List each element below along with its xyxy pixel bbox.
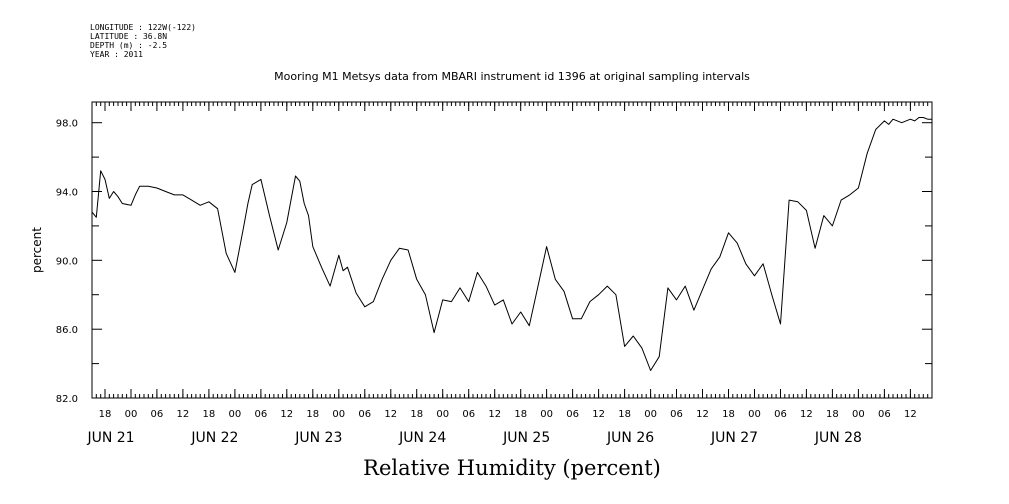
x-hour-label: 12 — [800, 409, 813, 420]
x-date-label: JUN 28 — [814, 430, 862, 446]
y-tick-label: 86.0 — [56, 325, 78, 336]
x-hour-label: 18 — [99, 409, 112, 420]
x-hour-label: 00 — [644, 409, 657, 420]
x-hour-label: 12 — [488, 409, 501, 420]
y-tick-label: 90.0 — [56, 256, 78, 267]
y-tick-label: 82.0 — [56, 394, 78, 405]
x-date-label: JUN 21 — [86, 430, 134, 446]
meta-line: DEPTH (m) : -2.5 — [90, 41, 167, 50]
x-hour-label: 06 — [774, 409, 787, 420]
x-date-label: JUN 22 — [190, 430, 238, 446]
chart-title: Mooring M1 Metsys data from MBARI instru… — [274, 70, 750, 83]
x-date-label: JUN 26 — [606, 430, 654, 446]
x-hour-label: 06 — [878, 409, 891, 420]
x-hour-label: 06 — [566, 409, 579, 420]
x-hour-label: 00 — [229, 409, 242, 420]
x-hour-label: 12 — [280, 409, 293, 420]
x-axis-label: Relative Humidity (percent) — [363, 456, 661, 480]
x-hour-label: 06 — [255, 409, 268, 420]
x-date-label: JUN 24 — [398, 430, 446, 446]
plot-frame — [91, 101, 933, 399]
x-date-label: JUN 25 — [502, 430, 550, 446]
x-date-label: JUN 27 — [710, 430, 758, 446]
y-axis: 82.0 86.0 90.0 94.0 98.0 — [56, 119, 932, 405]
meta-block: LONGITUDE : 122W(-122) LATITUDE : 36.8N … — [90, 23, 196, 59]
x-hour-label: 00 — [540, 409, 553, 420]
minor-ticks — [95, 102, 929, 398]
x-hour-label: 06 — [462, 409, 475, 420]
x-hour-label: 18 — [618, 409, 631, 420]
x-axis: 18 00 06 12 18 00 06 12 18 00 06 12 18 00 06 12 18 00 06 12… — [86, 102, 917, 446]
meta-line: LONGITUDE : 122W(-122) — [90, 23, 196, 32]
meta-line: LATITUDE : 36.8N — [90, 32, 167, 41]
x-hour-label: 00 — [852, 409, 865, 420]
x-hour-label: 06 — [670, 409, 683, 420]
x-hour-label: 00 — [748, 409, 761, 420]
x-hour-label: 00 — [436, 409, 449, 420]
series-line — [91, 117, 932, 371]
x-hour-label: 18 — [514, 409, 527, 420]
series-layer — [91, 117, 932, 371]
x-hour-label: 12 — [177, 409, 190, 420]
x-hour-label: 12 — [592, 409, 605, 420]
x-hour-label: 12 — [904, 409, 917, 420]
x-hour-label: 12 — [384, 409, 397, 420]
x-date-label: JUN 23 — [294, 430, 342, 446]
x-hour-label: 00 — [332, 409, 345, 420]
x-hour-label: 18 — [306, 409, 319, 420]
x-hour-label: 18 — [410, 409, 423, 420]
x-hour-label: 00 — [125, 409, 138, 420]
x-hour-label: 18 — [203, 409, 216, 420]
x-hour-label: 12 — [696, 409, 709, 420]
y-axis-label: percent — [30, 227, 44, 273]
x-hour-label: 18 — [722, 409, 735, 420]
x-hour-label: 06 — [358, 409, 371, 420]
x-hour-label: 06 — [151, 409, 164, 420]
meta-line: YEAR : 2011 — [90, 50, 143, 59]
y-tick-label: 98.0 — [56, 119, 78, 130]
y-tick-label: 94.0 — [56, 188, 78, 199]
x-hour-label: 18 — [826, 409, 839, 420]
